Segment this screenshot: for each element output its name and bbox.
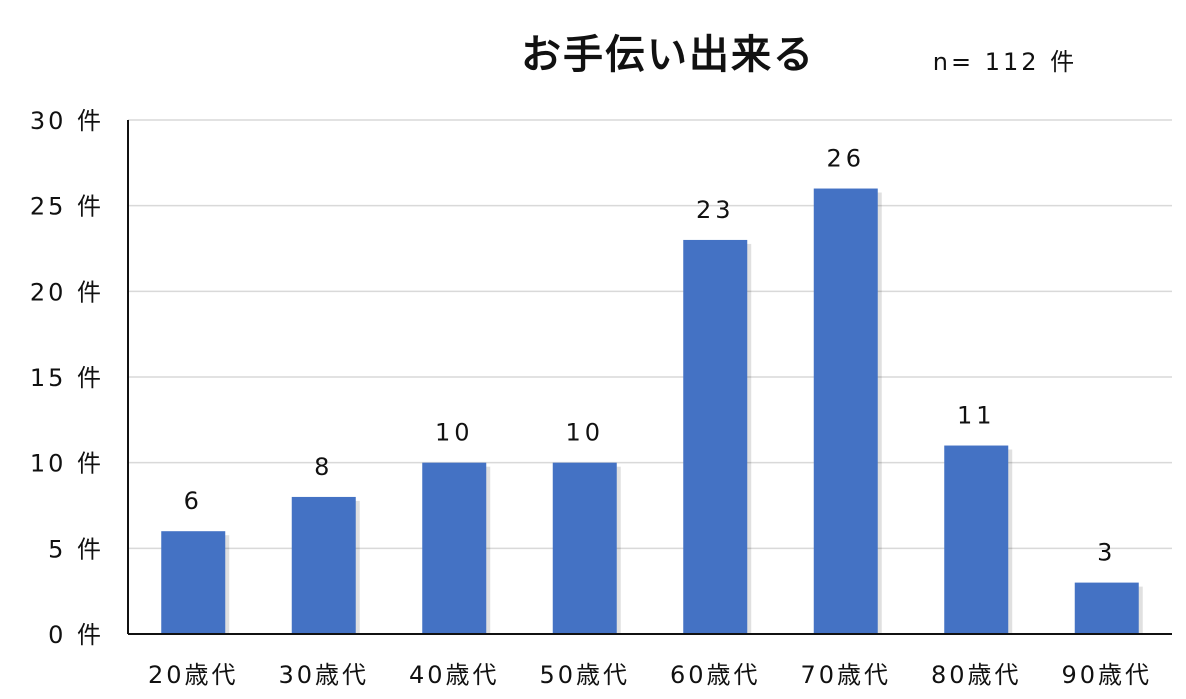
bar	[552, 462, 617, 634]
data-label: 10	[565, 419, 604, 447]
chart-title: お手伝い出来る	[521, 32, 815, 78]
data-label: 10	[435, 419, 474, 447]
bar	[683, 239, 748, 634]
bar	[422, 462, 487, 634]
y-tick-label: 15 件	[30, 364, 104, 392]
y-tick-label: 20 件	[30, 278, 104, 306]
data-label: 3	[1097, 539, 1116, 567]
y-axis-ticks: 0 件 5 件 10 件 15 件 20 件 25 件 30 件	[30, 107, 104, 649]
data-label: 6	[184, 487, 203, 515]
x-tick-label: 20歳代	[148, 661, 239, 689]
x-tick-label: 70歳代	[800, 661, 891, 689]
bar	[813, 188, 878, 635]
y-tick-label: 25 件	[30, 193, 104, 221]
y-tick-label: 30 件	[30, 107, 104, 135]
x-axis-categories: 20歳代 30歳代 40歳代 50歳代 60歳代 70歳代 80歳代 90歳代	[148, 661, 1152, 689]
data-label: 8	[314, 453, 333, 481]
x-tick-label: 90歳代	[1061, 661, 1152, 689]
x-tick-label: 40歳代	[409, 661, 500, 689]
y-tick-label: 0 件	[48, 621, 104, 649]
x-tick-label: 60歳代	[670, 661, 761, 689]
sample-size-note: n= 112 件	[933, 48, 1077, 76]
data-label: 26	[826, 145, 865, 173]
data-label: 11	[957, 402, 996, 430]
y-tick-label: 5 件	[48, 535, 104, 563]
gridlines	[128, 119, 1172, 550]
bars	[161, 188, 1143, 635]
x-tick-label: 30歳代	[278, 661, 369, 689]
y-tick-label: 10 件	[30, 450, 104, 478]
data-label: 23	[696, 196, 735, 224]
x-tick-label: 80歳代	[931, 661, 1022, 689]
bar	[161, 531, 226, 634]
bar	[291, 496, 356, 634]
bar	[944, 445, 1009, 634]
data-labels: 6 8 10 10 23 26 11 3	[184, 145, 1116, 567]
bar	[1074, 582, 1139, 634]
x-tick-label: 50歳代	[539, 661, 630, 689]
